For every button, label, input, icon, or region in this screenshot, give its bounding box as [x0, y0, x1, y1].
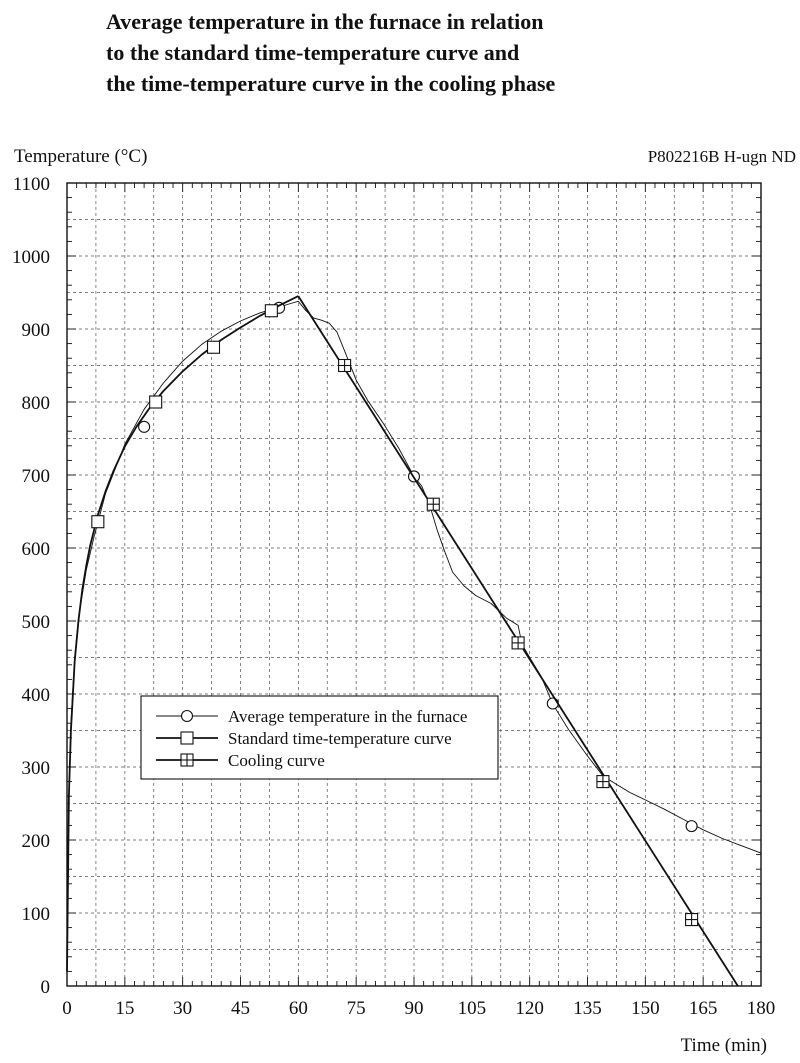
x-tick-label: 180: [747, 998, 776, 1019]
square-marker: [206, 340, 221, 354]
x-tick-label: 45: [231, 998, 250, 1019]
legend-label: Cooling curve: [228, 751, 325, 770]
grid: [67, 183, 761, 986]
chart-id-label: P802216B H-ugn ND: [648, 147, 796, 166]
x-tick-label: 105: [458, 998, 487, 1019]
circle-marker: [546, 697, 559, 710]
circle-marker: [180, 709, 194, 723]
chart-title: Average temperature in the furnace in re…: [106, 6, 746, 99]
boxed-plus-marker: [511, 636, 525, 650]
series-line-furnace-average: [66, 300, 762, 972]
y-tick-label: 1000: [12, 247, 50, 268]
x-tick-labels: 0 15 30 45 60 75 90 105 120 135 150 165 180: [62, 998, 775, 1019]
y-tick-label: 500: [22, 612, 51, 633]
y-tick-labels: 0 100 200 300 400 500 600 700 800 900 1000 1100: [12, 174, 50, 998]
square-marker: [149, 395, 163, 409]
series-cooling-curve: [297, 295, 739, 987]
square-marker: [180, 731, 194, 745]
series-layer: [66, 295, 762, 987]
x-tick-label: 135: [573, 998, 602, 1019]
y-tick-label: 800: [22, 393, 51, 414]
y-tick-label: 400: [22, 685, 51, 706]
legend-label: Standard time-temperature curve: [228, 729, 452, 748]
x-tick-label: 15: [115, 998, 134, 1019]
x-tick-label: 165: [689, 998, 718, 1019]
title-line-2: to the standard time-temperature curve a…: [106, 40, 520, 65]
x-axis-label: Time (min): [681, 1035, 767, 1056]
series-standard-curve: [66, 295, 299, 972]
legend: Average temperature in the furnace Standa…: [140, 695, 499, 780]
y-tick-label: 0: [41, 977, 51, 998]
title-line-1: Average temperature in the furnace in re…: [106, 9, 544, 34]
title-line-3: the time-temperature curve in the coolin…: [106, 71, 556, 96]
legend-item-cooling-curve: Cooling curve: [156, 751, 325, 770]
legend-label: Average temperature in the furnace: [228, 707, 467, 726]
y-axis-label: Temperature (°C): [14, 146, 147, 167]
square-marker: [264, 304, 278, 318]
y-tick-label: 700: [22, 466, 51, 487]
y-tick-label: 300: [22, 758, 51, 779]
y-tick-label: 100: [22, 904, 51, 925]
x-tick-label: 30: [173, 998, 192, 1019]
x-tick-label: 120: [515, 998, 544, 1019]
x-tick-label: 150: [631, 998, 660, 1019]
square-marker: [91, 515, 105, 529]
boxed-plus-marker: [180, 753, 194, 767]
legend-item-standard-curve: Standard time-temperature curve: [156, 729, 452, 748]
series-line-standard-curve: [66, 295, 299, 972]
circle-marker: [685, 820, 698, 833]
x-tick-label: 0: [62, 998, 72, 1019]
x-tick-label: 60: [289, 998, 308, 1019]
y-tick-label: 200: [22, 831, 51, 852]
boxed-plus-marker: [685, 913, 699, 927]
circle-marker: [138, 420, 151, 433]
y-tick-label: 1100: [13, 174, 50, 195]
x-tick-label: 90: [405, 998, 424, 1019]
plot-frame: [66, 182, 762, 987]
x-tick-label: 75: [347, 998, 366, 1019]
boxed-plus-marker: [338, 358, 352, 373]
boxed-plus-marker: [596, 775, 610, 789]
boxed-plus-marker: [426, 497, 440, 511]
y-tick-label: 900: [22, 320, 51, 341]
legend-item-furnace-average: Average temperature in the furnace: [156, 707, 467, 726]
y-tick-label: 600: [22, 539, 51, 560]
